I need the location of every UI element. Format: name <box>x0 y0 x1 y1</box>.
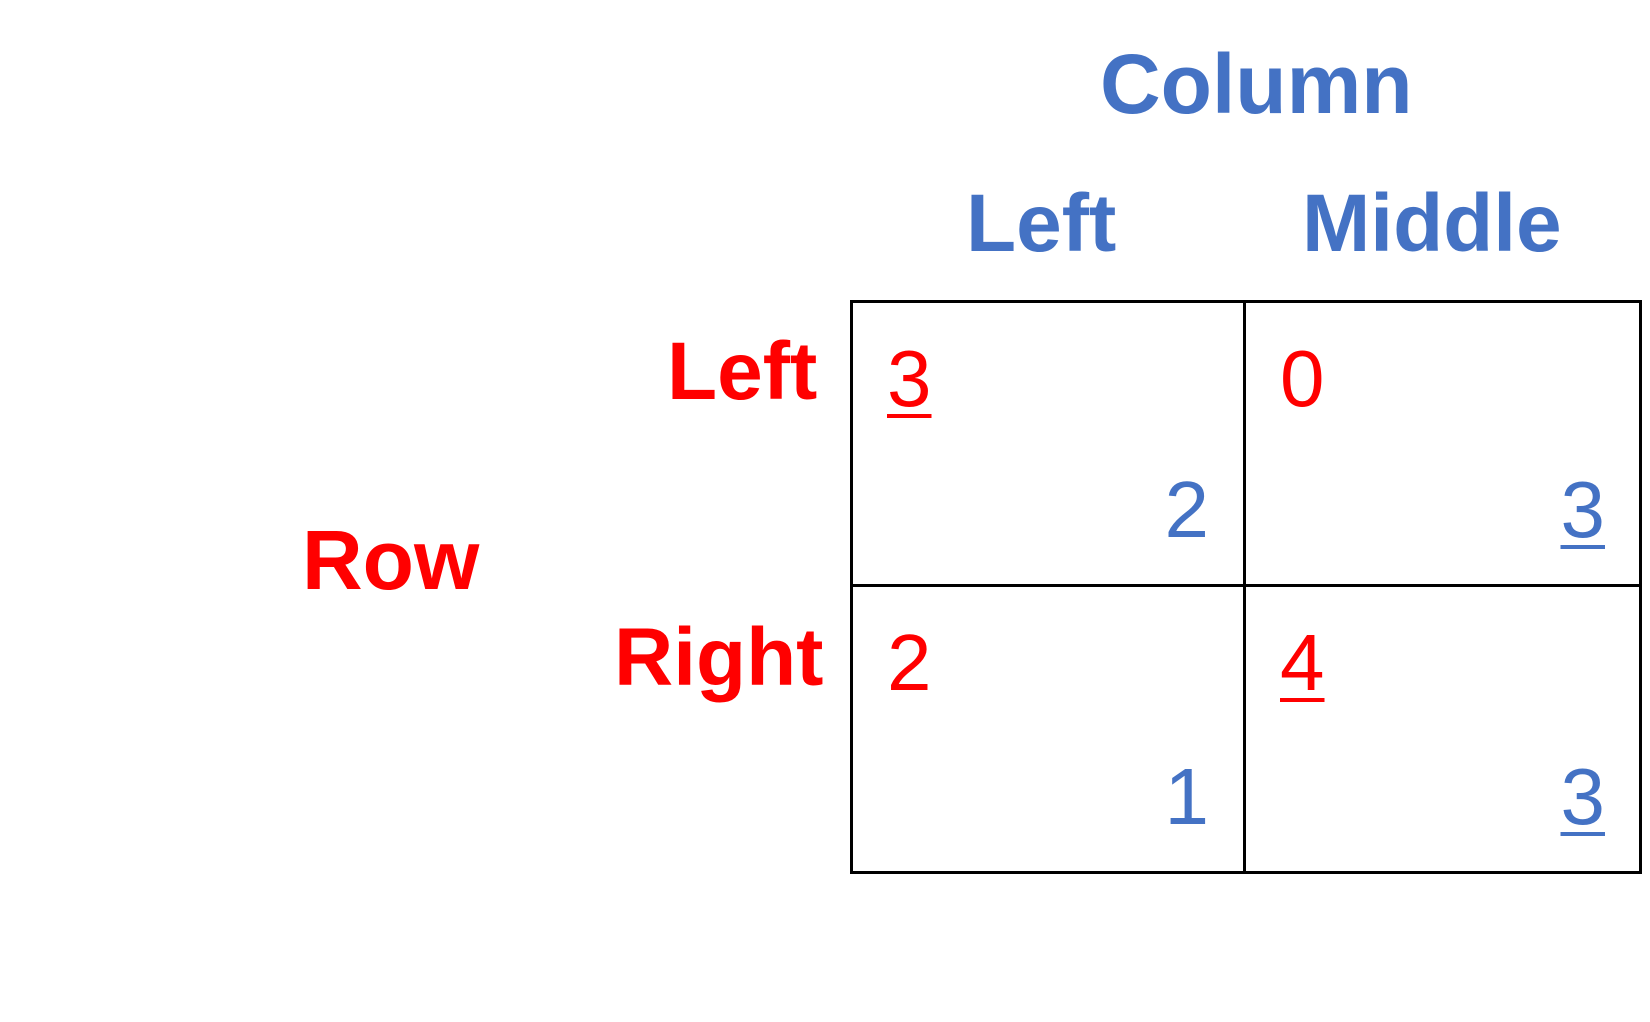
payoff-cell-right-middle: 4 3 <box>1246 587 1639 871</box>
payoff-cell-right-left: 2 1 <box>853 587 1246 871</box>
row-payoff: 3 <box>887 334 932 423</box>
row-strategy-right: Right <box>614 612 824 703</box>
column-player-label: Column <box>1100 37 1413 131</box>
row-player-label: Row <box>302 513 480 607</box>
column-payoff: 2 <box>1164 465 1210 554</box>
column-payoff: 3 <box>1560 465 1606 554</box>
row-payoff: 0 <box>1280 334 1325 423</box>
payoff-cell-left-left: 3 2 <box>853 303 1246 587</box>
column-payoff: 3 <box>1560 752 1606 841</box>
column-strategy-left: Left <box>966 178 1117 269</box>
row-payoff: 2 <box>887 618 932 707</box>
payoff-matrix: 3 2 0 3 2 1 4 3 <box>850 300 1642 874</box>
row-payoff: 4 <box>1280 618 1325 707</box>
payoff-cell-left-middle: 0 3 <box>1246 303 1639 587</box>
column-payoff: 1 <box>1164 752 1210 841</box>
row-strategy-left: Left <box>667 326 818 417</box>
column-strategy-middle: Middle <box>1302 178 1562 269</box>
